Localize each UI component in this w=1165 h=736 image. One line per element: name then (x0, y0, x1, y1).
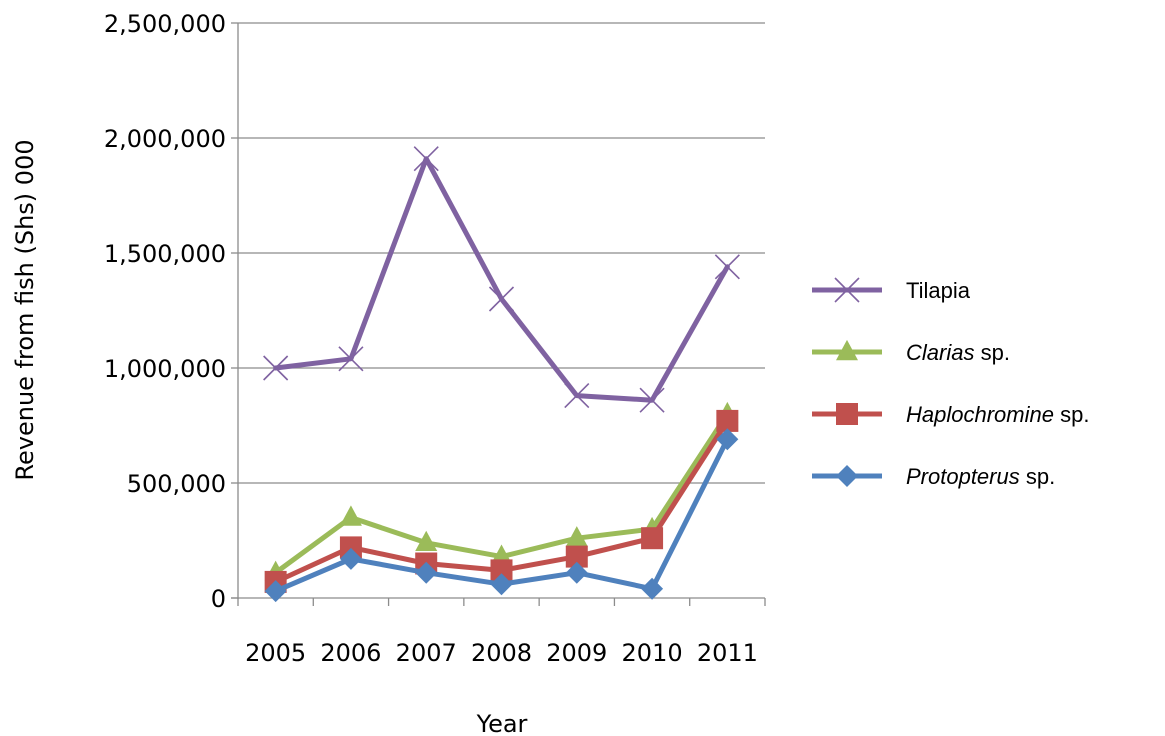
data-point (836, 403, 858, 425)
x-tick-label: 2009 (546, 639, 607, 667)
y-tick-label: 2,000,000 (104, 125, 226, 153)
legend-item: Protopterus sp. (812, 464, 1055, 489)
data-point (339, 536, 362, 559)
axes: 0 500,000 1,000,000 1,500,000 2,000,000 2,500… (104, 10, 766, 667)
data-point (716, 428, 739, 451)
data-point (641, 527, 664, 550)
legend-item: Tilapia (812, 277, 971, 303)
data-point (565, 545, 588, 568)
series-lines (263, 146, 740, 603)
x-tick-label: 2005 (245, 639, 306, 667)
data-point (565, 561, 588, 584)
data-point (339, 547, 362, 570)
y-tick-label: 1,500,000 (104, 240, 226, 268)
data-point (488, 286, 515, 312)
x-tick-label: 2011 (697, 639, 758, 667)
data-point (836, 339, 858, 361)
data-point (413, 146, 439, 172)
y-tick-label: 1,000,000 (104, 355, 226, 383)
y-tick-label: 0 (211, 585, 226, 613)
x-tick-label: 2006 (320, 639, 381, 667)
data-point (641, 577, 664, 600)
x-tick-label: 2007 (396, 639, 457, 667)
data-point (836, 465, 858, 487)
data-point (716, 409, 739, 432)
x-axis-title: Year (476, 710, 528, 736)
y-tick-label: 500,000 (127, 470, 226, 498)
data-point (565, 526, 588, 547)
gridlines (238, 22, 765, 484)
series (263, 146, 740, 413)
legend-label: Tilapia (906, 278, 971, 303)
x-tick-label: 2008 (471, 639, 532, 667)
x-tick-label: 2010 (622, 639, 683, 667)
data-point (415, 530, 438, 552)
data-point (264, 580, 287, 603)
data-point (564, 383, 590, 409)
data-point (490, 573, 513, 596)
series (264, 409, 739, 593)
legend-item: Clarias sp. (812, 339, 1010, 365)
data-point (834, 277, 860, 303)
y-axis-title: Revenue from fish (Shs) 000 (11, 139, 39, 480)
series (264, 428, 739, 603)
data-point (415, 561, 438, 584)
legend-label: Protopterus sp. (906, 464, 1055, 489)
legend: Tilapia Clarias sp. Haplochromine sp. Proto… (812, 277, 1089, 489)
legend-item: Haplochromine sp. (812, 402, 1089, 427)
data-point (339, 505, 362, 526)
data-point (490, 559, 513, 582)
data-point (639, 387, 665, 413)
legend-label: Haplochromine sp. (906, 402, 1089, 427)
series-line (273, 156, 730, 403)
y-tick-label: 2,500,000 (104, 10, 226, 38)
data-point (714, 254, 740, 280)
legend-label: Clarias sp. (906, 340, 1010, 365)
data-point (338, 346, 364, 372)
data-point (263, 355, 289, 381)
